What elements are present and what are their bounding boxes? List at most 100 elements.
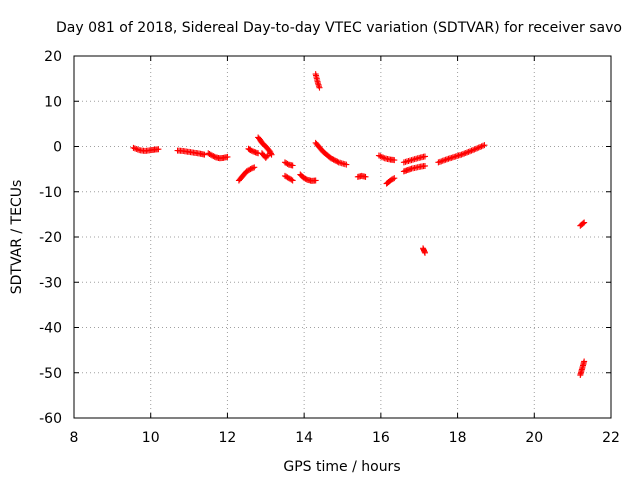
series-arc12: [312, 139, 350, 168]
data-point: [284, 160, 291, 167]
y-tick-label: 0: [53, 140, 62, 156]
data-point: [390, 175, 397, 182]
data-point: [302, 175, 309, 182]
data-point: [130, 144, 137, 151]
y-axis-label: SDTVAR / TECUs: [9, 180, 25, 295]
data-point: [247, 166, 254, 173]
data-point: [301, 175, 308, 182]
data-point: [334, 158, 341, 165]
data-point: [329, 155, 336, 162]
series-arc1: [130, 144, 162, 155]
data-point: [288, 176, 295, 183]
series-arc20: [577, 219, 588, 229]
data-point: [475, 144, 482, 151]
data-point: [581, 219, 588, 226]
data-point: [459, 151, 466, 158]
data-point: [207, 151, 214, 158]
data-point: [478, 143, 485, 150]
data-point: [289, 177, 296, 184]
data-point: [474, 145, 481, 152]
data-point: [248, 147, 255, 154]
data-point: [327, 155, 334, 162]
data-point: [421, 153, 428, 160]
data-point: [250, 164, 256, 171]
data-point: [465, 148, 472, 155]
series-arc21: [577, 358, 588, 379]
x-tick-label: 20: [525, 430, 543, 446]
data-point: [289, 162, 296, 169]
y-tick-label: 10: [44, 94, 62, 110]
series-arc17: [400, 162, 428, 175]
data-point: [247, 147, 254, 154]
data-point: [201, 151, 208, 158]
series-arc14: [375, 152, 398, 164]
data-point: [391, 175, 398, 182]
x-axis-label: GPS time / hours: [283, 459, 400, 475]
data-point: [134, 146, 141, 153]
data-point: [133, 145, 140, 152]
grid: [74, 56, 611, 418]
data-point: [316, 84, 323, 91]
series-arc13: [354, 172, 369, 180]
series-arc18: [420, 245, 428, 256]
data-point: [391, 157, 398, 164]
series-arc9: [281, 172, 296, 184]
series-arc6: [255, 134, 275, 158]
x-tick-label: 8: [70, 430, 79, 446]
series-arc8: [281, 159, 296, 169]
x-tick-label: 18: [449, 430, 467, 446]
data-point: [380, 154, 387, 161]
data-point: [580, 220, 587, 227]
data-point: [264, 152, 271, 159]
data-point: [250, 148, 256, 155]
data-point: [461, 150, 468, 157]
data-point: [333, 157, 340, 164]
data-point: [479, 142, 486, 149]
data-point: [267, 150, 274, 157]
y-tick-label: -50: [39, 366, 62, 382]
series-arc5: [245, 145, 262, 157]
y-tick-label: 20: [44, 49, 62, 65]
data-point: [312, 177, 319, 184]
data-point: [210, 153, 217, 160]
y-tick-label: -10: [39, 185, 62, 201]
data-point: [421, 162, 428, 169]
y-tick-label: -60: [39, 411, 62, 427]
data-point: [481, 142, 488, 149]
data-point: [469, 147, 476, 154]
data-point: [248, 165, 255, 172]
data-point: [246, 166, 253, 173]
series-arc3: [205, 150, 231, 162]
series-arc15: [383, 175, 398, 187]
series-arc19: [435, 142, 488, 166]
series-arc16: [400, 153, 428, 166]
data-point: [375, 152, 382, 159]
series-arc11: [312, 71, 323, 91]
data-point: [467, 148, 474, 155]
data-point: [211, 153, 218, 160]
data-point: [268, 151, 275, 158]
data-point: [155, 146, 162, 153]
data-point: [472, 145, 479, 152]
data-point: [331, 157, 338, 164]
chart-title: Day 081 of 2018, Sidereal Day-to-day VTE…: [56, 20, 622, 36]
x-tick-label: 10: [142, 430, 160, 446]
data-point: [378, 153, 385, 160]
data-point: [377, 153, 384, 160]
data-point: [421, 249, 428, 256]
data-point: [464, 149, 471, 156]
series-arc10: [297, 171, 319, 184]
data-point: [131, 145, 138, 152]
series-arc2: [174, 147, 208, 158]
x-tick-label: 12: [219, 430, 237, 446]
data-point: [209, 152, 216, 159]
data-point: [477, 144, 484, 151]
series-arc7: [258, 150, 271, 161]
y-tick-label: -40: [39, 321, 62, 337]
axis-ticks: [73, 55, 612, 419]
data-point: [581, 358, 588, 365]
series-arc4: [235, 164, 258, 184]
data-point: [471, 146, 478, 153]
data-point: [468, 147, 475, 154]
